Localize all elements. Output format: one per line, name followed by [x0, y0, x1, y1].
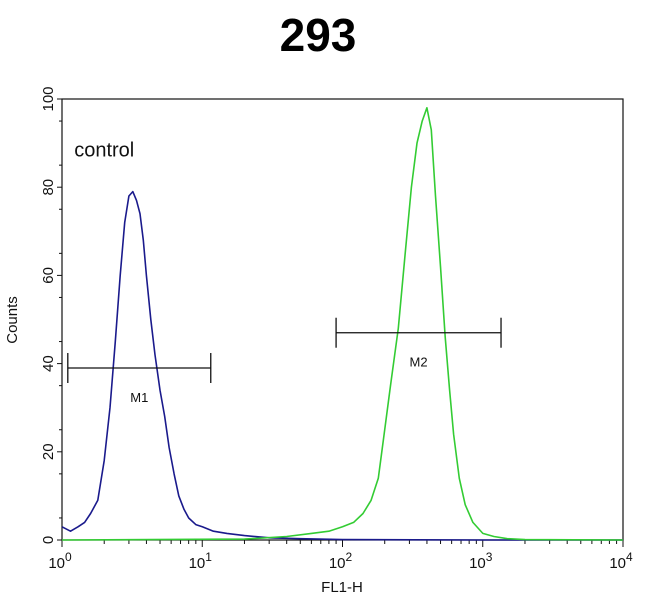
x-tick-base: 10 [189, 555, 206, 572]
markers-layer: M1 M2 control [67, 139, 502, 405]
x-tick-base: 10 [48, 555, 65, 572]
x-tick-exponent: 3 [486, 550, 493, 564]
x-tick-label: 101 [189, 550, 213, 572]
x-tick-exponent: 4 [626, 550, 633, 564]
x-tick-label: 104 [609, 550, 633, 572]
x-tick-label: 103 [469, 550, 493, 572]
x-tick-base: 10 [469, 555, 486, 572]
plot-frame [61, 98, 624, 541]
y-tick-label: 20 [40, 443, 57, 460]
y-tick-label: 80 [40, 179, 57, 196]
y-tick-label: 0 [40, 536, 57, 544]
chart-title: 293 [280, 9, 357, 61]
marker-label: M2 [410, 355, 428, 370]
x-tick-base: 10 [329, 555, 346, 572]
series-line-2 [61, 107, 624, 541]
x-tick-exponent: 1 [205, 550, 212, 564]
x-tick-label: 102 [329, 550, 353, 572]
marker-label: M1 [130, 390, 148, 405]
x-tick-base: 10 [609, 555, 626, 572]
y-axis-label: Counts [4, 296, 21, 344]
x-tick-label: 100 [48, 550, 72, 572]
x-tick-exponent: 0 [65, 550, 72, 564]
series-layer [61, 107, 624, 541]
y-tick-label: 100 [40, 86, 57, 111]
y-tick-label: 40 [40, 355, 57, 372]
x-axis-label: FL1-H [321, 579, 363, 596]
series-line-1 [61, 190, 623, 541]
x-tick-exponent: 2 [346, 550, 353, 564]
annotation-text: control [74, 139, 134, 161]
y-tick-label: 60 [40, 267, 57, 284]
